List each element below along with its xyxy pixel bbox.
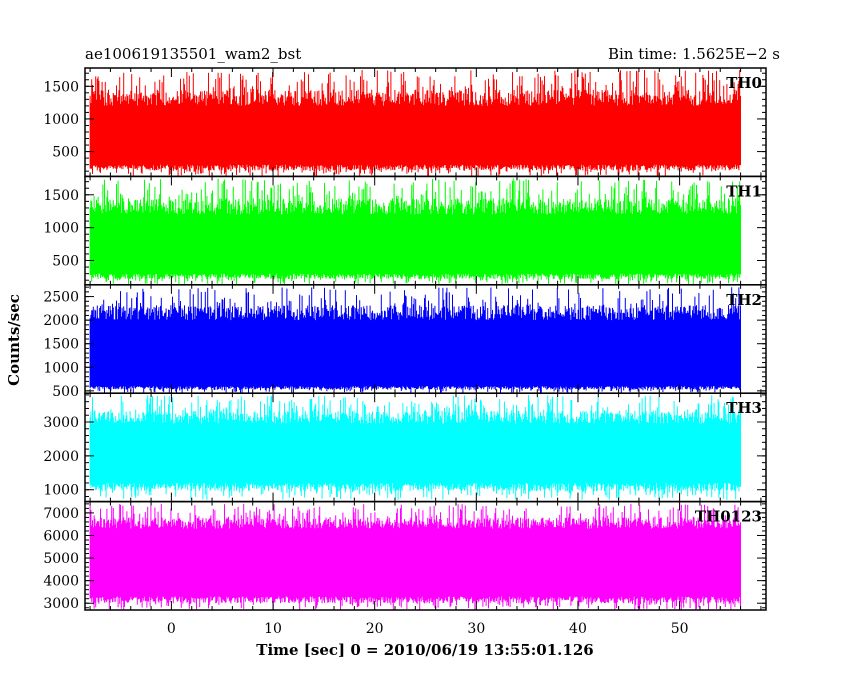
panel-frame xyxy=(84,500,767,611)
y-tick-label: 500 xyxy=(52,145,79,161)
y-tick-label: 2500 xyxy=(43,290,79,306)
plot-title: ae100619135501_wam2_bst xyxy=(85,45,301,63)
panel-label-th0: TH0 xyxy=(726,74,762,92)
y-tick-label: 1000 xyxy=(43,483,79,499)
y-tick-label: 3000 xyxy=(43,596,79,612)
y-tick-label: 500 xyxy=(52,384,79,400)
y-tick-label: 1500 xyxy=(43,79,79,95)
y-tick-label: 5000 xyxy=(43,551,79,567)
panel-label-th3: TH3 xyxy=(726,399,762,417)
bin-time-label: Bin time: 1.5625E−2 s xyxy=(608,45,780,63)
series-th0123-line xyxy=(89,503,741,610)
y-tick-label: 1500 xyxy=(43,337,79,353)
y-tick-label: 1000 xyxy=(43,112,79,128)
x-tick-label: 50 xyxy=(671,621,689,637)
y-axis-label: Counts/sec xyxy=(5,294,23,386)
series-th1-line xyxy=(89,178,741,285)
y-tick-label: 4000 xyxy=(43,574,79,590)
panel-label-th0123: TH0123 xyxy=(695,508,762,526)
y-tick-label: 1000 xyxy=(43,360,79,376)
y-tick-label: 1000 xyxy=(43,221,79,237)
x-tick-label: 10 xyxy=(264,621,282,637)
x-tick-label: 40 xyxy=(569,621,587,637)
series-th0-line xyxy=(89,70,741,177)
y-tick-label: 2000 xyxy=(43,449,79,465)
y-tick-label: 2000 xyxy=(43,313,79,329)
y-tick-label: 500 xyxy=(52,253,79,269)
x-tick-label: 20 xyxy=(366,621,384,637)
series-th2-line xyxy=(89,287,741,394)
panel-label-th2: TH2 xyxy=(726,291,762,309)
panel-label-th1: TH1 xyxy=(726,182,762,200)
y-tick-label: 6000 xyxy=(43,528,79,544)
y-tick-label: 1500 xyxy=(43,188,79,204)
y-tick-label: 3000 xyxy=(43,415,79,431)
x-axis-label: Time [sec] 0 = 2010/06/19 13:55:01.126 xyxy=(256,641,593,659)
y-tick-label: 7000 xyxy=(43,506,79,522)
x-tick-label: 0 xyxy=(167,621,176,637)
x-tick-label: 30 xyxy=(467,621,485,637)
series-th3-line xyxy=(89,395,741,500)
